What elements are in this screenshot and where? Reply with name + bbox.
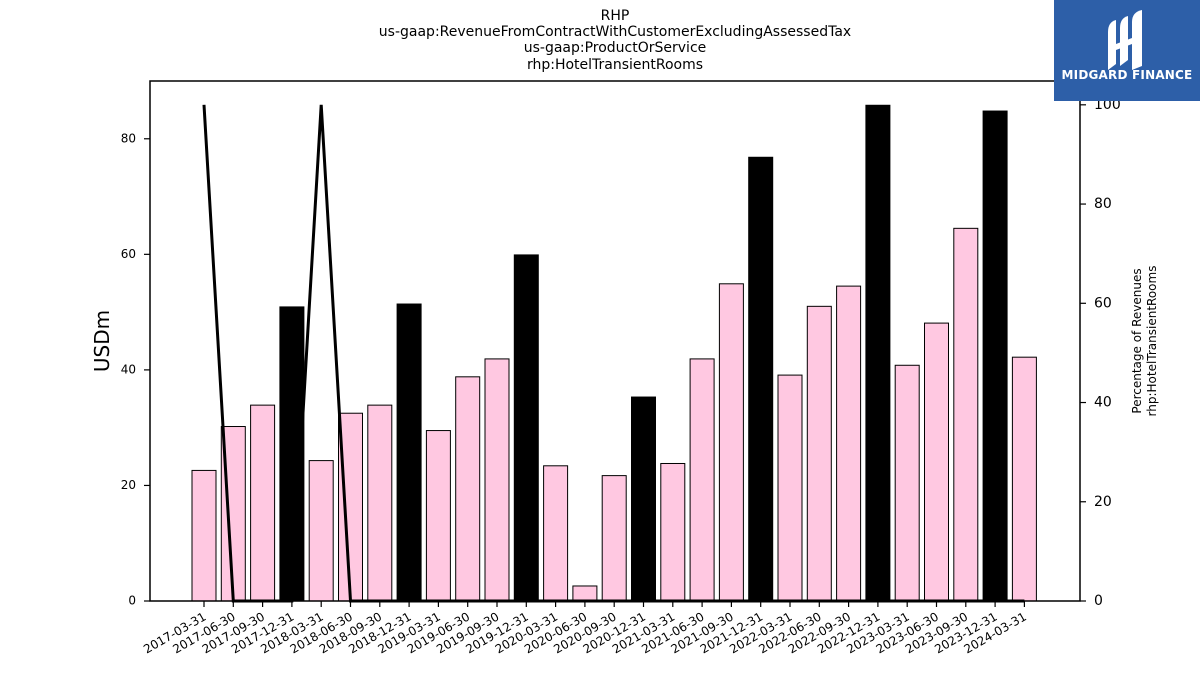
y-right-tick-label: 0 bbox=[1094, 593, 1103, 609]
title-line-4: rhp:HotelTransientRooms bbox=[527, 57, 703, 73]
y-right-tick-label: 60 bbox=[1094, 295, 1112, 311]
chart-title: RHP us-gaap:RevenueFromContractWithCusto… bbox=[379, 8, 851, 73]
y-left-tick-label: 40 bbox=[121, 362, 136, 376]
bar-2023-12-31 bbox=[982, 110, 1008, 602]
title-line-2: us-gaap:RevenueFromContractWithCustomerE… bbox=[379, 24, 851, 40]
bar-2021-06-30 bbox=[689, 358, 715, 602]
bar-2021-03-31 bbox=[660, 462, 686, 602]
y-right-tick-label: 80 bbox=[1094, 196, 1112, 212]
bar-2018-12-31 bbox=[396, 303, 422, 602]
midgard-logo-icon bbox=[1108, 10, 1142, 70]
bar-2019-06-30 bbox=[455, 376, 481, 602]
bar-2020-03-31 bbox=[543, 465, 569, 602]
bar-2018-03-31 bbox=[308, 460, 334, 602]
y-axis-left: 0 20 40 60 80 bbox=[121, 131, 150, 608]
bar-2019-03-31 bbox=[425, 430, 451, 602]
bar-2023-09-30 bbox=[953, 227, 979, 602]
bar-2021-12-31 bbox=[748, 156, 774, 602]
bar-2017-03-31 bbox=[191, 469, 217, 602]
bar-series bbox=[191, 104, 1037, 602]
title-line-1: RHP bbox=[601, 8, 630, 24]
y-axis-label-right-line-1: Percentage of Revenues bbox=[1130, 268, 1144, 413]
bar-2017-09-30 bbox=[250, 404, 276, 602]
bar-2023-06-30 bbox=[924, 322, 949, 602]
brand-logo: MIDGARD FINANCE bbox=[1054, 0, 1200, 101]
y-right-tick-label: 40 bbox=[1094, 395, 1112, 411]
y-right-tick-label: 20 bbox=[1094, 494, 1112, 510]
bar-2022-12-31 bbox=[865, 104, 891, 602]
bar-2019-12-31 bbox=[513, 254, 539, 602]
bar-2022-09-30 bbox=[836, 285, 862, 602]
plot-frame bbox=[149, 80, 1081, 602]
bar-2022-06-30 bbox=[806, 305, 832, 602]
title-line-3: us-gaap:ProductOrService bbox=[524, 40, 707, 56]
brand-name: MIDGARD FINANCE bbox=[1061, 68, 1193, 82]
x-axis: 2017-03-312017-06-302017-09-302017-12-31… bbox=[141, 601, 1029, 656]
bar-2019-09-30 bbox=[484, 358, 510, 602]
bar-2020-12-31 bbox=[631, 396, 656, 602]
y-left-tick-label: 0 bbox=[128, 594, 136, 608]
bar-2023-03-31 bbox=[894, 364, 920, 602]
bar-2021-09-30 bbox=[718, 283, 744, 602]
y-axis-label-left: USDm bbox=[90, 310, 114, 372]
y-axis-label-right-line-2: rhp:HotelTransientRooms bbox=[1145, 266, 1159, 417]
y-left-tick-label: 80 bbox=[121, 131, 136, 145]
bar-2018-09-30 bbox=[367, 404, 393, 602]
bar-2024-03-31 bbox=[1011, 356, 1037, 602]
y-left-tick-label: 60 bbox=[121, 247, 136, 261]
y-left-tick-label: 20 bbox=[121, 478, 136, 492]
bar-2020-06-30 bbox=[572, 585, 598, 602]
bar-2022-03-31 bbox=[777, 374, 803, 602]
bar-2020-09-30 bbox=[601, 475, 627, 602]
